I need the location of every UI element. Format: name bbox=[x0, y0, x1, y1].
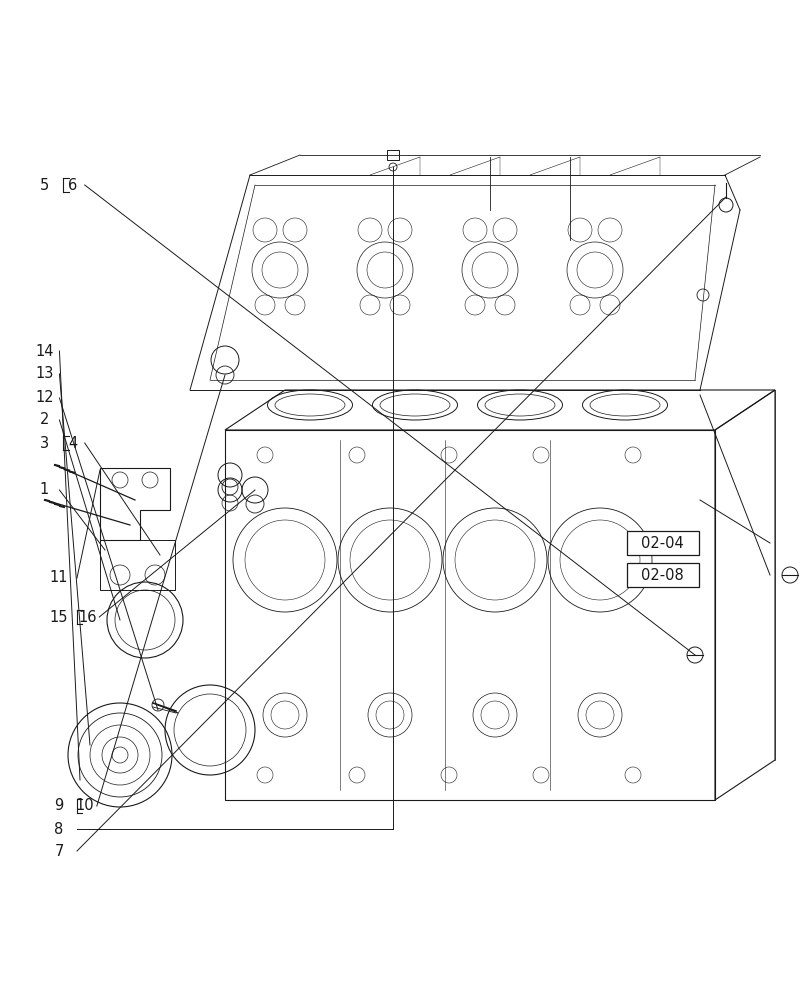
Text: 14: 14 bbox=[36, 344, 53, 359]
Text: 13: 13 bbox=[36, 366, 53, 381]
Bar bbox=[626, 563, 699, 587]
Text: 7: 7 bbox=[54, 844, 64, 858]
Text: 15: 15 bbox=[50, 609, 68, 624]
Text: 4: 4 bbox=[68, 436, 78, 450]
Text: 02-08: 02-08 bbox=[642, 568, 684, 582]
Text: 3: 3 bbox=[40, 436, 49, 450]
Bar bbox=[626, 531, 699, 555]
Text: 2: 2 bbox=[40, 412, 49, 428]
Text: 5: 5 bbox=[40, 178, 49, 192]
Text: 1: 1 bbox=[40, 483, 49, 497]
Text: 8: 8 bbox=[54, 822, 64, 836]
Text: 12: 12 bbox=[35, 390, 54, 406]
Text: 9: 9 bbox=[54, 798, 64, 814]
Bar bbox=[387, 150, 399, 160]
Text: 02-04: 02-04 bbox=[642, 536, 684, 550]
Text: 16: 16 bbox=[78, 609, 96, 624]
Text: 10: 10 bbox=[75, 798, 95, 814]
Text: 6: 6 bbox=[68, 178, 78, 192]
Text: 11: 11 bbox=[50, 570, 68, 585]
